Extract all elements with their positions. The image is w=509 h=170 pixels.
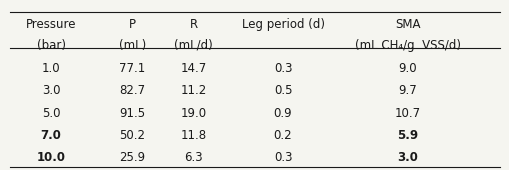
Text: 77.1: 77.1 bbox=[119, 62, 146, 75]
Text: (mL CH₄/g  VSS/d): (mL CH₄/g VSS/d) bbox=[354, 39, 460, 52]
Text: 3.0: 3.0 bbox=[397, 151, 417, 164]
Text: (bar): (bar) bbox=[37, 39, 65, 52]
Text: 3.0: 3.0 bbox=[42, 84, 60, 97]
Text: 50.2: 50.2 bbox=[120, 129, 145, 142]
Text: SMA: SMA bbox=[394, 18, 420, 31]
Text: 10.7: 10.7 bbox=[394, 107, 420, 120]
Text: 6.3: 6.3 bbox=[184, 151, 203, 164]
Text: 10.0: 10.0 bbox=[37, 151, 65, 164]
Text: 0.3: 0.3 bbox=[273, 62, 292, 75]
Text: 0.5: 0.5 bbox=[273, 84, 292, 97]
Text: R: R bbox=[189, 18, 197, 31]
Text: 82.7: 82.7 bbox=[119, 84, 146, 97]
Text: 11.8: 11.8 bbox=[180, 129, 207, 142]
Text: (mL): (mL) bbox=[119, 39, 146, 52]
Text: P: P bbox=[129, 18, 136, 31]
Text: 0.3: 0.3 bbox=[273, 151, 292, 164]
Text: Leg period (d): Leg period (d) bbox=[241, 18, 324, 31]
Text: 9.0: 9.0 bbox=[398, 62, 416, 75]
Text: 5.0: 5.0 bbox=[42, 107, 60, 120]
Text: 91.5: 91.5 bbox=[119, 107, 146, 120]
Text: 11.2: 11.2 bbox=[180, 84, 207, 97]
Text: (mL/d): (mL/d) bbox=[174, 39, 213, 52]
Text: 14.7: 14.7 bbox=[180, 62, 207, 75]
Text: 9.7: 9.7 bbox=[398, 84, 416, 97]
Text: Pressure: Pressure bbox=[25, 18, 76, 31]
Text: 0.2: 0.2 bbox=[273, 129, 292, 142]
Text: 19.0: 19.0 bbox=[180, 107, 207, 120]
Text: 5.9: 5.9 bbox=[397, 129, 418, 142]
Text: 1.0: 1.0 bbox=[42, 62, 60, 75]
Text: 25.9: 25.9 bbox=[119, 151, 146, 164]
Text: 0.9: 0.9 bbox=[273, 107, 292, 120]
Text: 7.0: 7.0 bbox=[41, 129, 61, 142]
